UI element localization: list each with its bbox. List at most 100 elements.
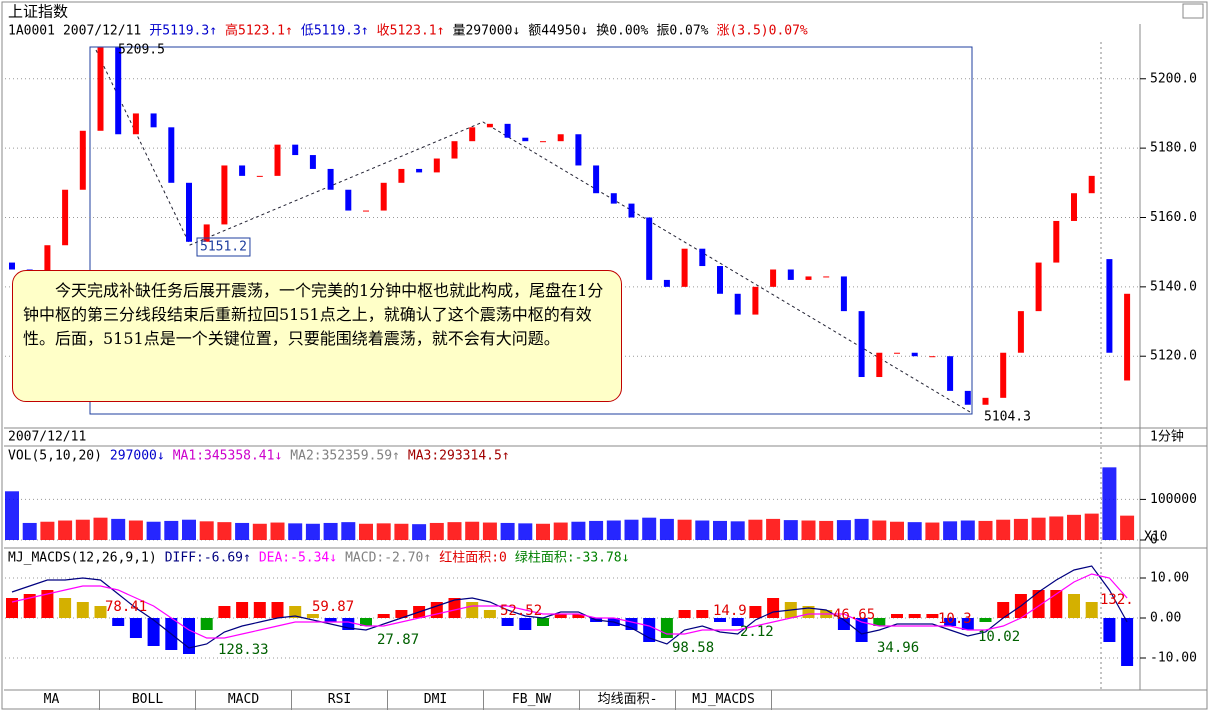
candle bbox=[628, 203, 635, 218]
volume-bar bbox=[500, 522, 515, 540]
volume-bar bbox=[1084, 513, 1099, 540]
macd-bar bbox=[200, 618, 213, 630]
price-annotation: 5104.3 bbox=[984, 410, 1031, 425]
macd-bar bbox=[448, 598, 461, 618]
volume-bar bbox=[606, 520, 621, 540]
area-label: 132. bbox=[1100, 592, 1134, 608]
volume-bar bbox=[412, 524, 427, 540]
candle bbox=[97, 47, 104, 131]
annotation-box bbox=[196, 237, 251, 257]
macd-bar bbox=[1068, 594, 1080, 618]
candle bbox=[646, 217, 653, 280]
macd-bar bbox=[94, 606, 107, 618]
macd-bar bbox=[76, 602, 89, 618]
macd-bar bbox=[1050, 590, 1063, 618]
candle bbox=[292, 144, 299, 156]
candle bbox=[557, 134, 564, 142]
volume-bar bbox=[199, 521, 214, 540]
volume-bar bbox=[1067, 514, 1081, 540]
tab[interactable]: FB_NW bbox=[484, 690, 580, 710]
volume-bar bbox=[783, 520, 798, 540]
title: 上证指数 bbox=[8, 3, 68, 21]
candle bbox=[504, 123, 511, 138]
volume-bar bbox=[890, 521, 904, 540]
unit-label: X10 bbox=[1144, 530, 1167, 545]
area-label: 128.33 bbox=[218, 642, 269, 658]
volume-bar bbox=[978, 520, 993, 540]
annotation-note: 今天完成补缺任务后展开震荡，一个完美的1分钟中枢也就此构成，尾盘在1分钟中枢的第… bbox=[12, 270, 622, 402]
candle bbox=[1053, 220, 1060, 263]
candle bbox=[345, 189, 352, 211]
info-item: 低5119.3↑ bbox=[301, 24, 369, 39]
y-tick-label: 10.00 bbox=[1150, 571, 1189, 586]
candle bbox=[44, 245, 51, 284]
price-annotation: 5209.5 bbox=[118, 43, 165, 58]
candle bbox=[593, 165, 600, 194]
macd-bar bbox=[714, 618, 726, 622]
info-item: VOL(5,10,20) bbox=[8, 449, 102, 464]
tab[interactable]: MACD bbox=[196, 690, 292, 710]
tab[interactable]: BOLL bbox=[100, 690, 196, 710]
tab[interactable]: RSI bbox=[292, 690, 388, 710]
candle bbox=[115, 47, 122, 135]
candle bbox=[132, 113, 139, 135]
volume-bar bbox=[58, 520, 73, 540]
macd-bar bbox=[837, 618, 850, 630]
area-label: 14.9 bbox=[713, 603, 747, 619]
info-item: 297000↓ bbox=[110, 449, 165, 464]
tab[interactable]: MJ_MACDS bbox=[676, 690, 772, 710]
window-button[interactable] bbox=[1182, 3, 1204, 19]
tab[interactable]: MA bbox=[4, 690, 100, 710]
candle bbox=[1124, 293, 1131, 381]
volume-bar bbox=[766, 518, 781, 540]
candle bbox=[876, 352, 883, 378]
volume-bar bbox=[217, 522, 232, 540]
macd-bar bbox=[696, 610, 709, 618]
volume-bar bbox=[677, 519, 692, 540]
volume-bar bbox=[270, 522, 285, 540]
volume-bar bbox=[571, 521, 586, 540]
info-item: DIFF:-6.69↑ bbox=[165, 551, 251, 566]
macd-bar bbox=[218, 606, 231, 618]
info-item: 额44950↓ bbox=[528, 24, 588, 39]
volume-bar bbox=[730, 521, 745, 540]
candle bbox=[416, 168, 423, 173]
macd-bar bbox=[554, 614, 567, 618]
candle bbox=[486, 123, 493, 128]
info-item: DEA:-5.34↓ bbox=[259, 551, 337, 566]
volume-bar bbox=[40, 521, 55, 540]
info-item: 换0.00% bbox=[596, 24, 648, 39]
macd-line bbox=[11, 565, 1128, 649]
macd-bar bbox=[112, 618, 125, 626]
volume-bar bbox=[482, 522, 497, 540]
macd-bar bbox=[961, 618, 974, 630]
volume-bar bbox=[925, 522, 940, 540]
tab[interactable]: DMI bbox=[388, 690, 484, 710]
candle bbox=[823, 276, 830, 278]
volume-bar bbox=[536, 523, 550, 540]
candle bbox=[752, 286, 759, 315]
candle bbox=[433, 158, 440, 173]
tab[interactable]: 均线面积- bbox=[580, 690, 676, 710]
y-tick-label: -10.00 bbox=[1150, 651, 1197, 666]
candle bbox=[221, 165, 228, 225]
info-item: 涨(3.5)0.07% bbox=[716, 24, 807, 39]
volume-bar bbox=[695, 520, 710, 540]
candle bbox=[982, 397, 989, 405]
info-item: MA3:293314.5↑ bbox=[408, 449, 510, 464]
tab-bar: MA BOLL MACD RSI DMI FB_NW 均线面积- MJ_MACDS bbox=[4, 690, 1206, 710]
macd-bar bbox=[395, 610, 408, 618]
candle bbox=[787, 269, 794, 280]
volume-bar bbox=[5, 491, 19, 540]
macd-bar bbox=[572, 614, 585, 618]
area-label: 34.96 bbox=[877, 640, 919, 656]
volume-bar bbox=[429, 522, 444, 540]
y-tick-label: 0.00 bbox=[1150, 611, 1181, 626]
candle bbox=[964, 390, 971, 405]
volume-bar bbox=[182, 519, 196, 540]
candle bbox=[451, 141, 458, 159]
candle bbox=[540, 141, 546, 143]
candle bbox=[770, 269, 777, 287]
